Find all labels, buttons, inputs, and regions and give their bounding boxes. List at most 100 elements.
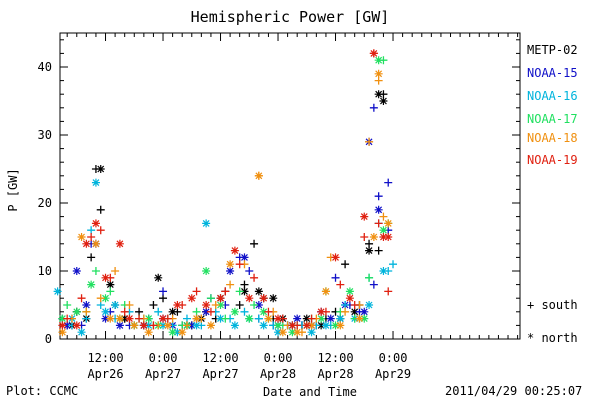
data-point-north [321, 321, 330, 330]
data-point-south [221, 287, 230, 296]
data-point-south [250, 301, 259, 309]
data-point-north [87, 280, 96, 289]
data-point-south [87, 233, 96, 241]
data-point-north [77, 233, 86, 241]
data-point-south [245, 267, 254, 275]
data-point-south [159, 294, 168, 303]
data-point-south [206, 294, 215, 303]
data-point-north [202, 267, 211, 275]
data-point-north [216, 314, 225, 323]
data-point-south [350, 301, 359, 309]
data-point-north [317, 314, 326, 323]
data-point-north [226, 267, 235, 275]
data-point-south [192, 287, 201, 296]
data-point-north [58, 314, 67, 323]
data-point-north [278, 328, 287, 337]
x-tick-label: 0:00 [379, 351, 408, 365]
data-point-north [168, 328, 177, 337]
data-point-north [336, 314, 345, 323]
y-tick-label: 40 [38, 60, 52, 74]
data-point-south [374, 246, 383, 255]
data-point-south [96, 205, 105, 214]
x-axis-label: Date and Time [263, 385, 357, 399]
data-point-north [202, 301, 211, 309]
data-point-north [82, 301, 91, 309]
data-point-north [82, 239, 91, 248]
x-tick-date-label: Apr27 [145, 367, 181, 381]
data-point-south [192, 307, 201, 316]
y-tick-label: 30 [38, 128, 52, 142]
data-point-north [226, 260, 235, 269]
x-tick-label: 0:00 [149, 351, 178, 365]
data-point-south [226, 280, 235, 289]
data-point-north [259, 307, 268, 316]
x-tick-date-label: Apr28 [260, 367, 296, 381]
legend-north-symbol: * north [527, 331, 578, 345]
data-point-north [374, 90, 383, 99]
data-point-north [144, 328, 153, 337]
x-tick-label: 12:00 [87, 351, 123, 365]
data-point-north [72, 307, 81, 316]
legend-south-symbol: + south [527, 298, 578, 312]
legend-item-noaa-17: NOAA-17 [527, 112, 578, 126]
data-point-south [63, 314, 72, 323]
data-point-north [384, 219, 393, 228]
data-point-north [331, 253, 340, 262]
x-tick-label: 0:00 [264, 351, 293, 365]
data-point-north [293, 328, 302, 337]
data-point-north [106, 280, 115, 289]
data-point-north [274, 328, 283, 337]
data-point-south [341, 301, 350, 309]
data-point-south [235, 287, 244, 296]
data-point-north [365, 246, 374, 255]
data-point-north [77, 328, 86, 337]
data-point-south [384, 287, 393, 296]
data-point-south [365, 239, 374, 248]
data-point-south [91, 267, 100, 275]
data-point-south [384, 178, 393, 187]
data-point-south [206, 307, 215, 316]
data-point-north [331, 321, 340, 330]
data-point-north [321, 287, 330, 296]
data-point-north [230, 246, 239, 255]
x-tick-label: 12:00 [202, 351, 238, 365]
x-tick-date-label: Apr28 [317, 367, 353, 381]
data-point-north [379, 97, 388, 105]
data-point-north [173, 301, 182, 309]
data-point-south [87, 226, 96, 235]
data-point-north [163, 321, 172, 330]
data-point-south [331, 273, 340, 282]
data-point-south [336, 280, 345, 289]
data-point-north [374, 205, 383, 214]
data-point-south [250, 273, 259, 282]
data-point-south [240, 280, 249, 289]
data-point-north [302, 321, 311, 330]
data-point-north [144, 314, 153, 323]
data-point-north [120, 314, 129, 323]
data-point-north [230, 321, 239, 330]
plot-frame [59, 32, 521, 340]
data-point-south [360, 233, 369, 241]
data-point-north [96, 165, 105, 173]
data-point-north [159, 314, 168, 323]
data-point-north [240, 253, 249, 262]
data-point-south [149, 321, 158, 330]
data-point-north [274, 321, 283, 330]
data-point-north [216, 301, 225, 309]
data-point-south [341, 260, 350, 269]
data-point-south [264, 307, 273, 316]
data-point-south [235, 301, 244, 309]
data-point-north [360, 307, 369, 316]
data-point-south [369, 280, 378, 289]
data-point-north [240, 287, 249, 296]
data-point-south [82, 307, 91, 316]
legend-item-noaa-18: NOAA-18 [527, 131, 578, 145]
y-axis-label: P [GW] [6, 168, 20, 211]
data-point-north [254, 287, 263, 296]
data-point-north [379, 233, 388, 241]
data-point-north [307, 328, 316, 337]
data-point-north [350, 307, 359, 316]
data-point-south [254, 314, 263, 323]
data-point-south [365, 137, 374, 146]
data-point-north [336, 321, 345, 330]
